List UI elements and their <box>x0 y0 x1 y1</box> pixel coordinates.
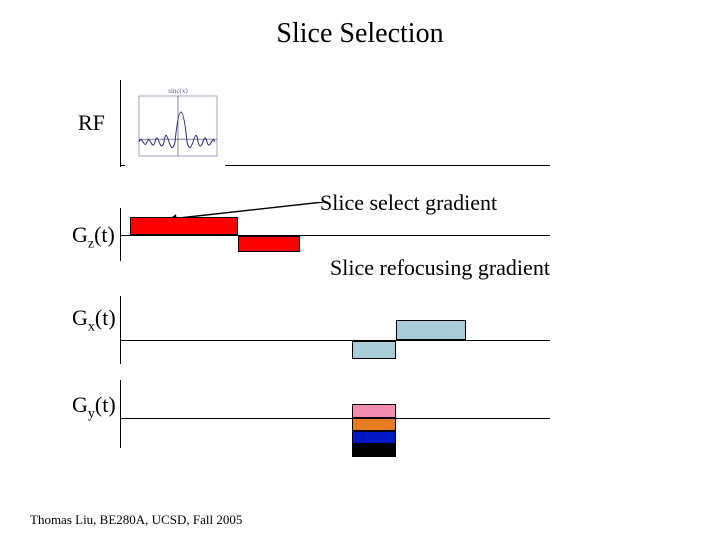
gy-label: Gy(t) <box>72 392 116 422</box>
gz-positive-block <box>130 217 238 235</box>
gy-block-4 <box>352 444 396 457</box>
slice-select-annotation: Slice select gradient <box>320 190 497 216</box>
gy-baseline <box>120 418 550 419</box>
footer-credit: Thomas Liu, BE280A, UCSD, Fall 2005 <box>30 512 242 528</box>
rf-label: RF <box>78 110 105 136</box>
gy-block-2 <box>352 418 396 431</box>
gx-label: Gx(t) <box>72 305 116 335</box>
gz-baseline <box>120 235 550 236</box>
gz-negative-block <box>238 236 300 252</box>
gx-negative-block <box>352 341 396 359</box>
rf-sinc-plot: sinc(x) <box>125 82 225 167</box>
slice-refocus-annotation: Slice refocusing gradient <box>330 255 550 281</box>
rf-vaxis <box>120 80 121 167</box>
page-title: Slice Selection <box>276 18 443 50</box>
gy-block-1 <box>352 404 396 418</box>
gx-positive-block <box>396 320 466 340</box>
svg-text:sinc(x): sinc(x) <box>168 87 188 95</box>
gz-label: Gz(t) <box>72 222 115 252</box>
gy-block-3 <box>352 431 396 444</box>
gy-vaxis <box>120 380 121 448</box>
gx-vaxis <box>120 296 121 364</box>
gx-baseline <box>120 340 550 341</box>
